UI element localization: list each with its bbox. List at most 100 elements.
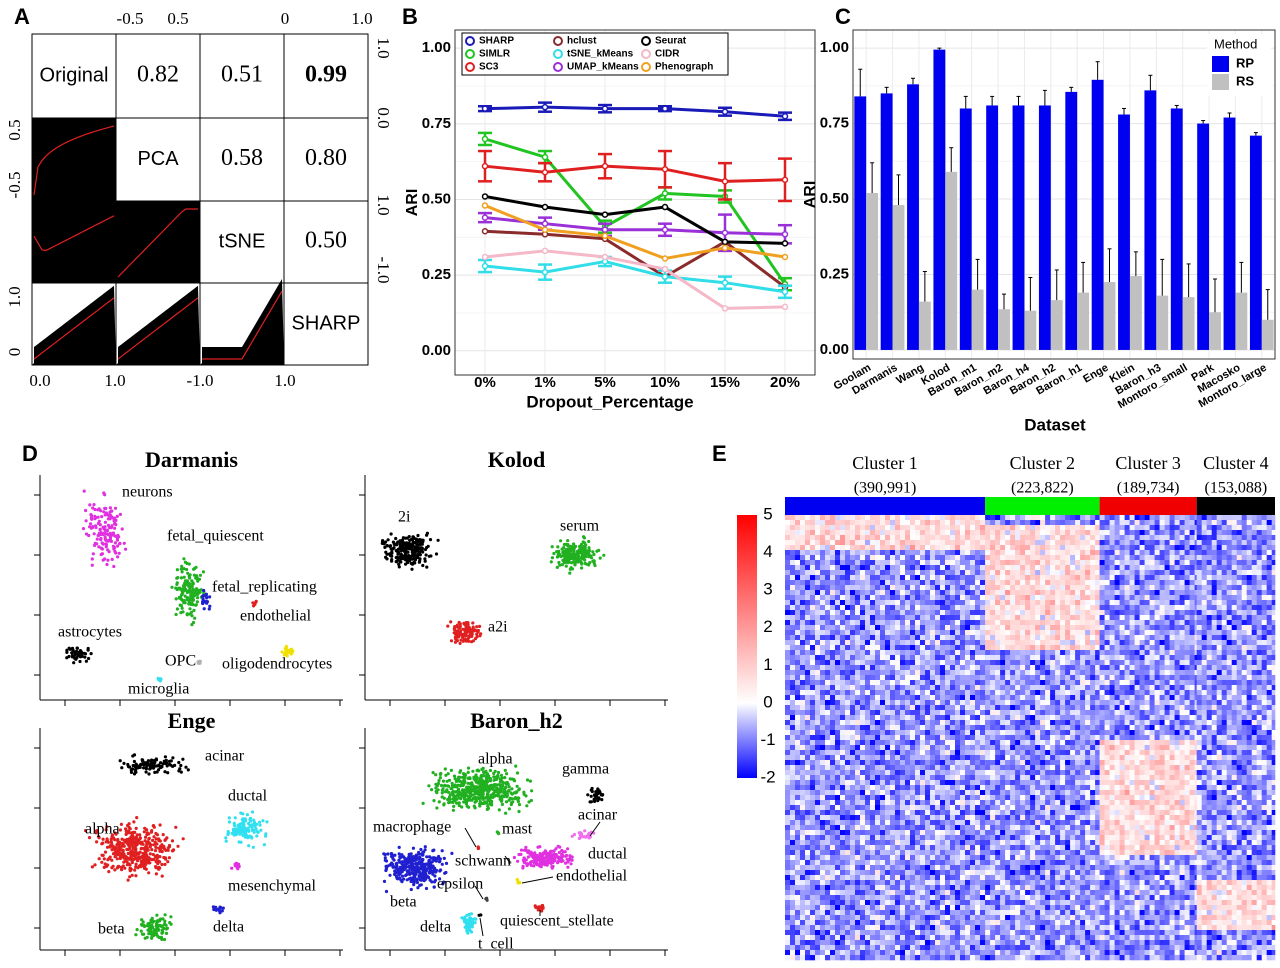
heat-cell (785, 880, 791, 886)
cell-dot (390, 861, 394, 865)
cell-dot (103, 525, 107, 529)
cell-dot (560, 848, 564, 853)
heat-cell (845, 950, 851, 956)
heat-cell (850, 910, 856, 916)
heat-cell (840, 605, 846, 611)
heat-cell (835, 715, 841, 721)
heat-cell (805, 555, 811, 561)
heat-cell (820, 570, 826, 576)
heat-cell (795, 685, 801, 691)
heat-cell (840, 745, 846, 751)
cell-dot (152, 825, 156, 829)
cluster-band (785, 497, 986, 515)
legend-marker (553, 62, 563, 72)
cell-dot (117, 551, 121, 555)
cell-dot (466, 770, 470, 775)
heat-cell (810, 565, 816, 571)
heat-cell (810, 745, 816, 751)
heat-cell (855, 670, 861, 676)
heat-cell (805, 825, 811, 831)
heat-cell (845, 730, 851, 736)
heat-cell (855, 685, 861, 691)
heat-cell (805, 525, 811, 531)
diag-name: SHARP (292, 312, 361, 334)
cell-dot (497, 808, 501, 812)
heat-cell (805, 705, 811, 711)
cell-dot (65, 648, 69, 652)
heat-cell (795, 810, 801, 816)
heat-cell (795, 710, 801, 716)
heat-cell (835, 650, 841, 656)
heat-cell (830, 885, 836, 891)
cluster-label: macrophage (373, 819, 451, 836)
heat-cell (820, 640, 826, 646)
heat-cell (850, 885, 856, 891)
cluster-label: endothelial (556, 868, 628, 885)
cell-dot (138, 833, 142, 837)
heat-cell (840, 765, 846, 771)
heat-cell (810, 710, 816, 716)
cell-dot (84, 508, 88, 513)
heat-cell (790, 660, 796, 666)
heat-cell (805, 900, 811, 906)
heat-cell (835, 780, 841, 786)
cell-dot (130, 873, 134, 877)
heat-cell (855, 535, 861, 541)
heat-cell (865, 515, 871, 521)
cell-dot (115, 514, 119, 519)
bar (880, 93, 893, 350)
heat-cell (855, 695, 861, 701)
cell-dot (74, 657, 78, 661)
cell-dot (182, 557, 186, 561)
heat-cell (820, 765, 826, 771)
cell-dot (382, 879, 387, 884)
heat-cell (800, 660, 806, 666)
series-line (484, 105, 786, 118)
heat-cell (865, 760, 871, 766)
cell-dot (179, 770, 183, 774)
heat-cell (835, 525, 841, 531)
heat-cell (830, 915, 836, 921)
heat-cell (835, 815, 841, 821)
legend-key (1212, 74, 1229, 90)
cell-dot (431, 849, 435, 853)
heat-cell (795, 555, 801, 561)
heat-cell (870, 850, 876, 856)
cell-dot (89, 513, 93, 517)
cell-dot (421, 563, 425, 568)
heat-cell (860, 665, 866, 671)
cell-dot (515, 771, 520, 775)
heat-cell (810, 850, 816, 856)
cell-dot (476, 789, 480, 794)
heat-cell (840, 825, 846, 831)
heat-cell (820, 650, 826, 656)
heat-cell (835, 750, 841, 756)
heat-cell (855, 880, 861, 886)
heat-cell (830, 590, 836, 596)
heat-cell (815, 830, 821, 836)
heat-cell (865, 925, 871, 931)
cell-dot (572, 542, 576, 546)
heat-cell (805, 950, 811, 956)
legend-label: SHARP (479, 36, 514, 47)
heat-cell (785, 625, 791, 631)
cell-dot (383, 852, 387, 857)
heat-cell (860, 955, 866, 961)
heat-cell (870, 565, 876, 571)
heat-cell (840, 655, 846, 661)
cell-dot (418, 871, 422, 875)
heat-cell (860, 825, 866, 831)
heat-cell (855, 775, 861, 781)
cell-dot (105, 528, 109, 532)
heat-cell (805, 815, 811, 821)
heat-cell (840, 890, 846, 896)
cluster-label: OPC (165, 653, 196, 670)
cell-dot (444, 870, 448, 875)
heat-cell (800, 805, 806, 811)
heat-cell (860, 785, 866, 791)
heat-cell (815, 905, 821, 911)
cell-dot (120, 868, 124, 872)
cell-dot (419, 847, 423, 852)
heat-cell (860, 790, 866, 796)
cell-dot (589, 794, 593, 798)
